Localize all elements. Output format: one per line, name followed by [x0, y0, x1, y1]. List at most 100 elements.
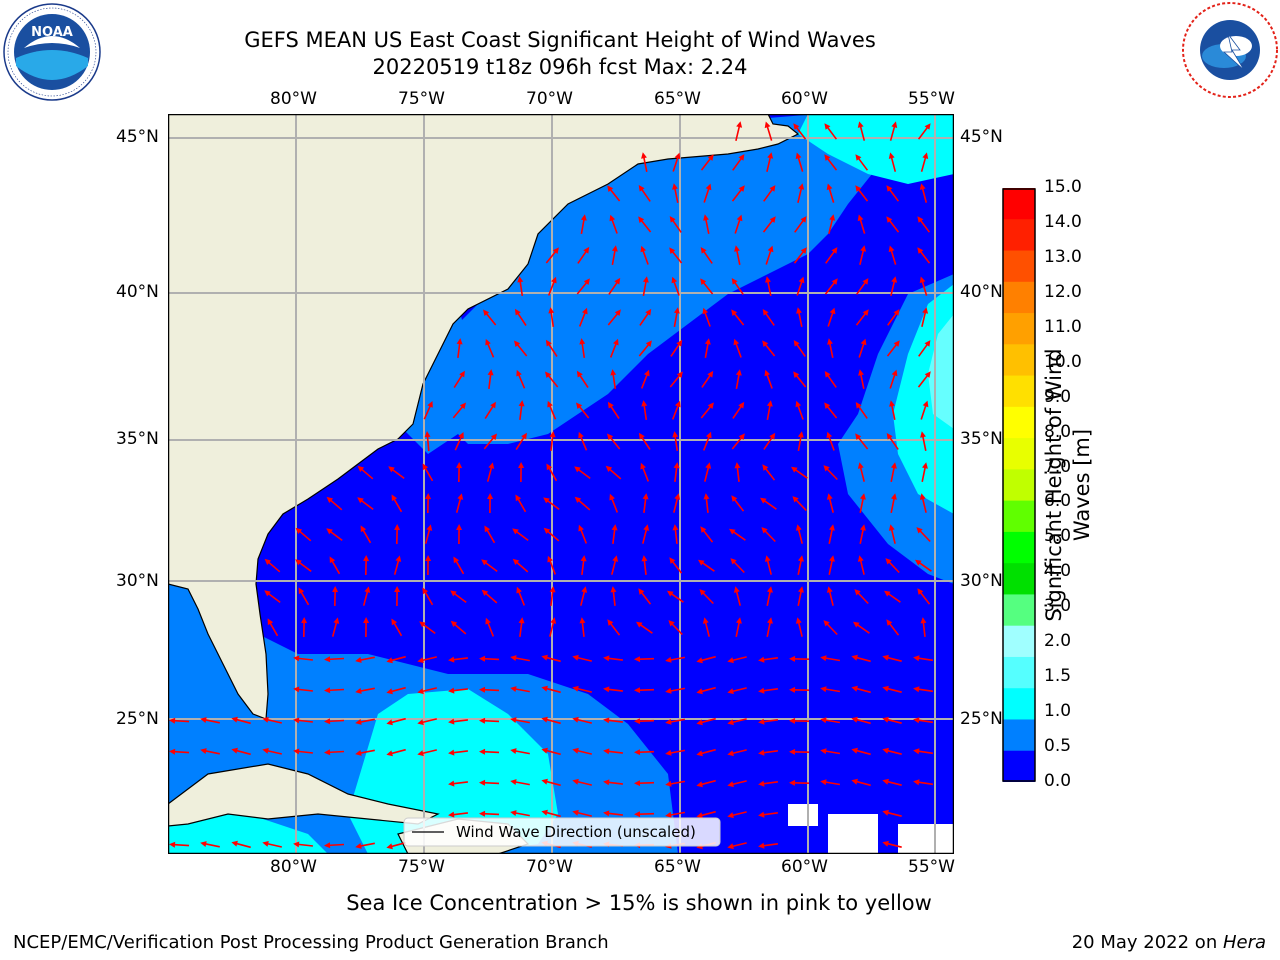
wave-arrow-head [610, 369, 617, 376]
wave-arrow-head [481, 559, 488, 566]
wave-arrow-head [920, 617, 927, 624]
wave-arrow-head [386, 688, 393, 695]
wave-arrow-head [298, 587, 305, 595]
wave-arrow-head [917, 588, 924, 595]
wave-arrow-head [634, 811, 641, 818]
wave-arrow-head [853, 621, 860, 628]
wave-height-map: Wind Wave Direction (unscaled) [168, 114, 954, 854]
wave-arrow-head [267, 618, 274, 626]
colorbar-segment [1003, 594, 1035, 627]
wave-arrow-head [422, 587, 429, 595]
wave-arrow-head [758, 656, 765, 663]
wave-arrow-head [882, 654, 889, 661]
wave-arrow-head [831, 278, 838, 285]
wave-arrow-head [518, 400, 525, 407]
wave-arrow-head [448, 811, 455, 818]
wave-arrow-head [913, 655, 920, 662]
colorbar-segment [1003, 281, 1035, 314]
wave-arrow-head [395, 555, 402, 562]
lon-tick-bottom: 60°W [781, 857, 828, 877]
wave-arrow-head [479, 686, 486, 693]
wave-arrow-head [456, 524, 463, 530]
wave-arrow-head [427, 401, 433, 408]
wave-arrow-head [702, 617, 709, 624]
wave-arrow-head [326, 496, 334, 503]
wave-arrow-head [448, 687, 455, 694]
wave-arrow-head [738, 185, 745, 192]
colorbar-tick-label: 12.0 [1044, 281, 1082, 302]
wave-arrow-head [922, 152, 929, 159]
wave-arrow-head [886, 619, 893, 626]
wave-arrow-head [762, 340, 769, 347]
wave-arrow-head [667, 590, 674, 597]
wave-arrow-head [329, 556, 336, 564]
wave-arrow-head [798, 276, 805, 284]
colorbar-title-line1: Significant Height of Wind [1042, 348, 1066, 622]
wave-arrow-head [792, 496, 799, 503]
wave-arrow-head [610, 586, 617, 593]
wave-arrow-head [823, 620, 830, 627]
wave-arrow-head [611, 245, 618, 252]
wave-arrow-head [696, 750, 703, 757]
wave-arrow-head [293, 717, 300, 724]
wave-arrow-head [860, 245, 867, 252]
colorbar-tick-label: 11.0 [1044, 316, 1082, 337]
wave-arrow-head [200, 717, 207, 723]
wave-arrow-head [479, 779, 486, 786]
wave-arrow-head [605, 465, 613, 472]
wave-arrow-head [826, 431, 833, 439]
wave-arrow-head [676, 339, 683, 347]
wave-arrow-head [541, 809, 548, 816]
wave-arrow-head [543, 497, 550, 504]
wave-arrow-head [515, 494, 522, 502]
wave-arrow-head [795, 524, 802, 531]
wave-arrow-head [668, 620, 675, 627]
direction-legend: Wind Wave Direction (unscaled) [403, 817, 721, 847]
colorbar-segment [1003, 469, 1035, 502]
wave-arrow-head [552, 247, 559, 254]
wave-arrow-head [264, 558, 272, 565]
wave-arrow-head [634, 749, 641, 756]
wave-arrow-head [795, 617, 802, 624]
wave-arrow-head [860, 524, 866, 531]
wave-arrow-head [700, 278, 707, 285]
lat-tick-right: 45°N [960, 127, 1003, 147]
wave-arrow-head [394, 586, 401, 592]
wave-arrow-head [548, 307, 555, 314]
wave-arrow-head [789, 655, 796, 662]
wave-arrow-head [733, 338, 740, 346]
wave-arrow-head [829, 214, 836, 221]
wave-arrow-head [674, 493, 681, 500]
wave-arrow-head [888, 245, 895, 253]
lon-tick-bottom: 80°W [270, 857, 317, 877]
wave-arrow-head [672, 524, 679, 531]
wave-arrow-head [546, 463, 553, 471]
wave-arrow-head [758, 811, 765, 818]
wave-arrow-head [517, 276, 524, 283]
wave-arrow-head [479, 810, 486, 817]
wave-arrow-head [355, 719, 362, 725]
wave-arrow-head [640, 462, 646, 470]
lon-tick-top: 75°W [398, 89, 445, 109]
wave-arrow-head [797, 431, 804, 438]
wave-arrow-head [736, 121, 743, 128]
wave-arrow-head [824, 154, 831, 161]
wave-arrow-head [295, 559, 302, 566]
wave-arrow-head [603, 717, 610, 724]
colorbar-segment [1003, 750, 1035, 782]
run-date-text: 20 May 2022 on [1071, 932, 1223, 953]
colorbar-segment [1003, 375, 1035, 408]
wave-arrow-head [609, 493, 615, 501]
wave-arrow-head [547, 555, 553, 563]
wave-arrow-head [448, 718, 455, 725]
colorbar-segment [1003, 188, 1035, 220]
wave-arrow-head [727, 688, 734, 695]
wave-arrow-head [583, 278, 590, 285]
wave-arrow-head [886, 433, 893, 440]
wave-arrow-head [426, 524, 433, 531]
wave-arrow-head [357, 497, 364, 504]
wave-arrow-head [634, 780, 641, 787]
wave-arrow-head [913, 748, 920, 755]
wave-arrow-head [764, 369, 771, 377]
run-date: 20 May 2022 on Hera [1072, 932, 1266, 953]
